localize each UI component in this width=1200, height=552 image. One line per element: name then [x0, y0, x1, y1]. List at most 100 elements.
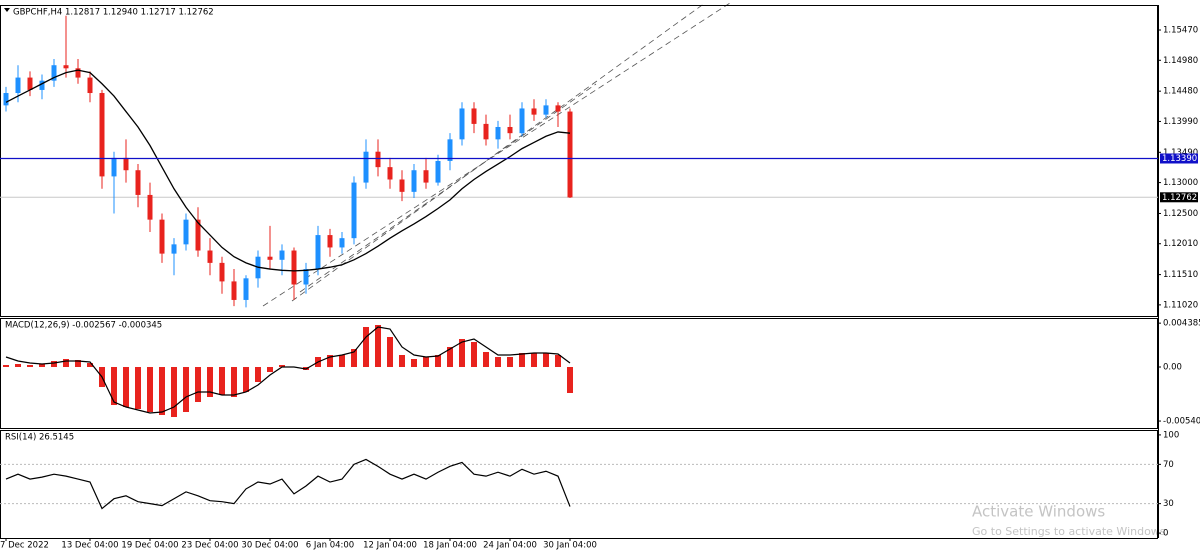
histogram-bar [483, 352, 489, 367]
candle-body [555, 105, 561, 112]
histogram-bar [147, 367, 153, 412]
candle-body [423, 170, 429, 183]
candle-body [531, 108, 537, 115]
y-tick-label: 1.12010 [1163, 239, 1198, 249]
candle-body [75, 68, 81, 78]
panel-title: RSI(14) 26.5145 [5, 433, 74, 443]
histogram-bar [255, 367, 261, 382]
candle-body [195, 219, 201, 251]
moving-average [5, 69, 571, 272]
histogram-bar [471, 342, 477, 367]
x-tick-label: 23 Dec 04:00 [181, 541, 238, 551]
candle-body [483, 123, 489, 140]
channel-line [262, 2, 731, 307]
candle-body [447, 139, 453, 161]
histogram-bar [87, 363, 93, 367]
y-tick-label: 30 [1163, 499, 1174, 509]
signal-line [5, 326, 571, 414]
candle-body [171, 244, 177, 254]
candle-body [519, 108, 525, 134]
histogram-bar [111, 367, 117, 405]
x-tick-label: 30 Jan 04:00 [543, 541, 597, 551]
candle-body [15, 77, 21, 94]
histogram-bar [15, 364, 21, 367]
candle-body [135, 170, 141, 195]
candle-body [39, 80, 45, 90]
candle-body [99, 93, 105, 177]
histogram-bar [195, 367, 201, 402]
histogram-bar [159, 367, 165, 415]
level-box [1160, 153, 1198, 164]
candle-body [267, 256, 273, 260]
histogram-bar [279, 365, 285, 367]
candle-body [63, 65, 69, 69]
panel-frame [0, 5, 1158, 317]
histogram-bar [543, 353, 549, 367]
candle-body [411, 170, 417, 192]
candle-body [111, 157, 117, 177]
histogram-bar [567, 367, 573, 393]
last-price-box [1160, 192, 1198, 203]
candle-body [231, 281, 237, 300]
x-tick-label: 12 Jan 04:00 [363, 541, 417, 551]
panel-title: GBPCHF,H4 1.12817 1.12940 1.12717 1.1276… [13, 8, 214, 18]
x-tick-label: 13 Dec 04:00 [61, 541, 118, 551]
y-tick-label: 1.11510 [1163, 270, 1198, 280]
candle-body [339, 238, 345, 248]
y-tick-label: 1.15470 [1163, 26, 1198, 36]
x-tick-label: 6 Jan 04:00 [306, 541, 354, 551]
histogram-bar [39, 364, 45, 367]
candle-body [495, 126, 501, 140]
candle-body [87, 77, 93, 94]
histogram-bar [495, 357, 501, 367]
menu-triangle [4, 8, 10, 12]
histogram-bar [363, 327, 369, 367]
candle-body [303, 269, 309, 285]
level-label: 1.13390 [1162, 154, 1197, 164]
y-tick-label: 0.00 [1163, 363, 1182, 373]
y-tick-label: 70 [1163, 460, 1174, 470]
candle-body [387, 167, 393, 180]
histogram-bar [207, 367, 213, 397]
histogram-bar [219, 367, 225, 395]
candle-body [375, 151, 381, 168]
histogram-bar [519, 353, 525, 367]
x-tick-label: 30 Dec 04:00 [241, 541, 298, 551]
histogram-bar [423, 357, 429, 367]
histogram-bar [399, 355, 405, 367]
y-tick-label: 1.11020 [1163, 300, 1198, 310]
candle-body [567, 111, 573, 198]
candle-body [291, 250, 297, 285]
candle-body [363, 151, 369, 183]
candle-body [459, 108, 465, 140]
candle-body [123, 157, 129, 171]
histogram-bar [339, 355, 345, 367]
candle-body [51, 65, 57, 81]
candle-body [327, 235, 333, 248]
candle-body [399, 179, 405, 192]
candle-body [279, 250, 285, 260]
x-tick-label: 18 Jan 04:00 [423, 541, 477, 551]
histogram-bar [555, 355, 561, 367]
y-tick-label: 1.13990 [1163, 117, 1198, 127]
candle-body [471, 108, 477, 124]
last-price-label: 1.12762 [1162, 193, 1197, 203]
histogram-bar [75, 360, 81, 367]
histogram-bar [243, 367, 249, 392]
panel-frame [0, 318, 1158, 429]
channel-line [299, 83, 597, 293]
histogram-bar [387, 337, 393, 367]
candle-body [351, 182, 357, 239]
y-tick-label: 1.12500 [1163, 209, 1198, 219]
y-tick-label: 0 [1163, 529, 1168, 539]
y-tick-label: 1.13000 [1163, 178, 1198, 188]
panel-title: MACD(12,26,9) -0.002567 -0.000345 [5, 321, 162, 331]
x-tick-label: 7 Dec 2022 [0, 541, 49, 551]
candle-body [3, 93, 9, 106]
histogram-bar [327, 355, 333, 367]
histogram-bar [351, 349, 357, 367]
candle-body [435, 160, 441, 183]
